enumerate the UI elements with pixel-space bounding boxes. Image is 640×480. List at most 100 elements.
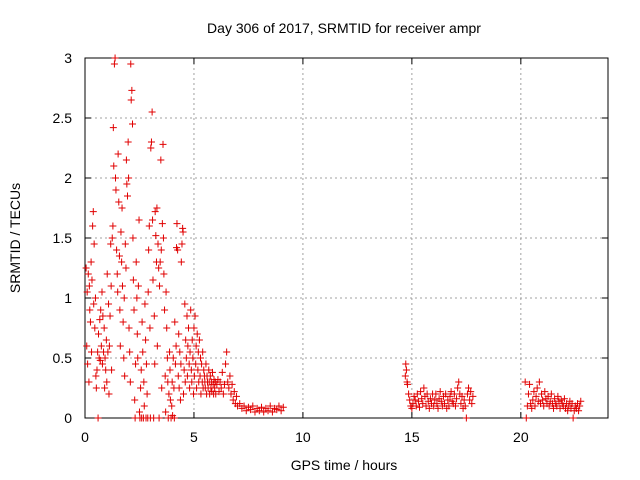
data-point <box>187 306 195 314</box>
data-point <box>93 366 101 374</box>
data-point <box>89 208 97 216</box>
data-point <box>190 324 198 332</box>
data-point <box>181 378 189 386</box>
data-point <box>98 288 106 296</box>
data-point <box>105 342 113 350</box>
data-point <box>279 403 287 411</box>
data-point <box>539 396 547 404</box>
x-tick-label: 5 <box>190 429 198 445</box>
data-point <box>226 372 234 380</box>
data-point <box>401 372 409 380</box>
data-point <box>157 246 165 254</box>
data-point <box>149 276 157 284</box>
chart-title: Day 306 of 2017, SRMTID for receiver amp… <box>207 20 481 36</box>
x-tick-label: 20 <box>513 429 529 445</box>
data-point <box>149 216 157 224</box>
data-point <box>225 384 233 392</box>
data-point <box>436 388 444 396</box>
data-point <box>264 407 272 415</box>
data-point <box>416 403 424 411</box>
x-tick-label: 10 <box>295 429 311 445</box>
data-point <box>110 162 118 170</box>
data-point <box>217 384 225 392</box>
data-point <box>128 86 136 94</box>
data-point <box>206 372 214 380</box>
data-point <box>446 392 454 400</box>
data-point <box>153 204 161 212</box>
data-point <box>159 140 167 148</box>
data-point <box>91 294 99 302</box>
data-point <box>88 348 96 356</box>
data-point <box>532 392 540 400</box>
data-point <box>229 396 237 404</box>
data-point <box>152 232 160 240</box>
data-point <box>170 414 178 422</box>
data-point <box>535 378 543 386</box>
data-point <box>171 318 179 326</box>
data-point <box>453 395 461 403</box>
data-point <box>445 402 453 410</box>
data-point <box>547 390 555 398</box>
x-tick-label: 15 <box>404 429 420 445</box>
data-point <box>135 216 143 224</box>
grid-lines <box>85 58 608 418</box>
data-point <box>121 240 129 248</box>
data-point <box>224 378 232 386</box>
data-point <box>412 402 420 410</box>
data-point <box>188 378 196 386</box>
data-point <box>96 356 104 364</box>
data-point <box>145 222 153 230</box>
data-point <box>228 380 236 388</box>
data-point <box>162 288 170 296</box>
data-point <box>266 402 274 410</box>
data-point <box>180 366 188 374</box>
data-point <box>120 294 128 302</box>
x-axis-label: GPS time / hours <box>291 457 398 473</box>
data-point <box>147 144 155 152</box>
data-point <box>426 395 434 403</box>
data-point <box>177 360 185 368</box>
y-tick-label: 3 <box>64 50 72 66</box>
data-point <box>466 396 474 404</box>
data-point <box>97 342 105 350</box>
y-tick-label: 2 <box>64 170 72 186</box>
data-point <box>174 372 182 380</box>
data-point <box>527 400 535 408</box>
data-point <box>107 240 115 248</box>
data-point <box>166 366 174 374</box>
data-point <box>108 234 116 242</box>
data-point <box>275 402 283 410</box>
data-point <box>187 366 195 374</box>
data-point <box>130 306 138 314</box>
data-point <box>533 384 541 392</box>
data-point <box>119 318 127 326</box>
data-point <box>100 324 108 332</box>
data-point <box>104 348 112 356</box>
data-point <box>451 402 459 410</box>
data-point <box>105 300 113 308</box>
data-point <box>140 402 148 410</box>
data-points <box>82 54 585 422</box>
data-point <box>111 54 119 62</box>
y-tick-label: 1 <box>64 290 72 306</box>
data-point <box>420 384 428 392</box>
data-point <box>116 306 124 314</box>
data-point <box>161 306 169 314</box>
data-point <box>169 354 177 362</box>
data-point <box>569 414 577 422</box>
y-tick-label: 0.5 <box>53 350 73 366</box>
data-point <box>84 360 92 368</box>
data-point <box>458 392 466 400</box>
data-point <box>431 396 439 404</box>
data-point <box>118 282 126 290</box>
data-point <box>92 372 100 380</box>
data-point <box>222 360 230 368</box>
data-point <box>134 354 142 362</box>
data-point <box>134 282 142 290</box>
data-point <box>106 312 114 320</box>
data-point <box>192 360 200 368</box>
data-point <box>411 396 419 404</box>
data-point <box>193 384 201 392</box>
data-point <box>147 138 155 146</box>
data-point <box>405 390 413 398</box>
